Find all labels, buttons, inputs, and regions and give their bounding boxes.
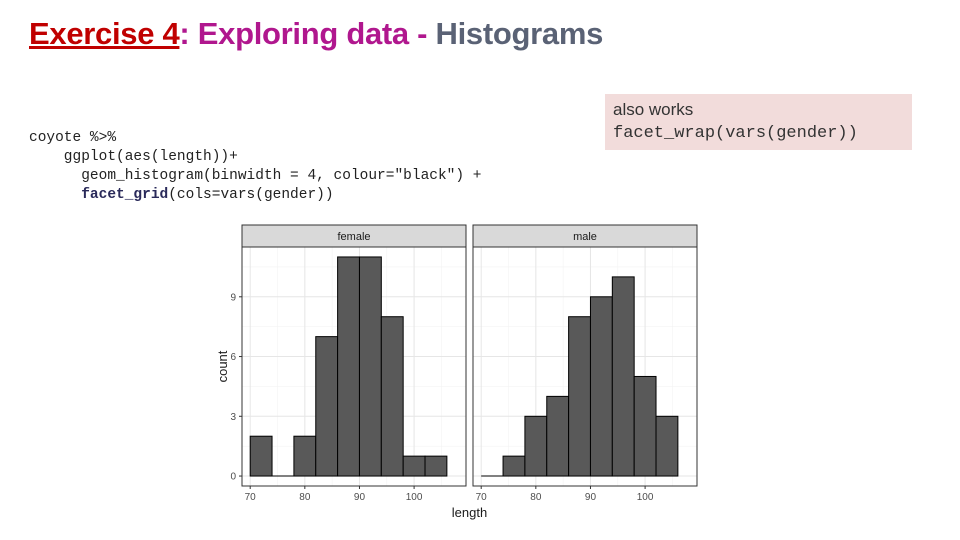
histogram-bar [249,435,273,477]
histogram-bar [611,276,635,477]
code-line-3: geom_histogram(binwidth = 4, colour="bla… [29,168,482,184]
histogram-bar [655,415,679,477]
histogram-bar [524,415,548,477]
code-line-1: coyote %>% [29,130,117,146]
title-separator: : [179,16,198,51]
facet-strip-label: male [573,231,597,243]
code-line-4-function: facet_grid [81,187,169,203]
histogram-bar [380,316,404,477]
y-tick-label: 6 [230,352,236,363]
title-exercise: Exercise 4 [29,16,180,51]
histogram-bar [293,435,317,477]
y-tick-label: 3 [230,412,236,423]
title-topic: Exploring data - [197,16,436,51]
facet-strip [241,224,467,248]
x-tick-label: 100 [637,492,654,503]
x-tick-label: 80 [530,492,542,503]
facet-strip-label: female [337,231,370,243]
code-line-4-args: (cols=vars(gender)) [168,187,334,203]
histogram-bar [502,455,526,477]
r-code-block: coyote %>% ggplot(aes(length))+ geom_his… [29,129,481,205]
histogram-bar [568,316,591,477]
y-tick-label: 0 [230,472,236,483]
title-subtopic: Histograms [435,16,604,51]
x-tick-label: 70 [476,492,488,503]
histogram-bar [337,256,360,477]
x-tick-label: 80 [299,492,311,503]
y-tick-label: 9 [230,292,236,303]
histogram-bar [589,296,613,477]
x-axis-title: length [452,505,487,520]
histogram-bar [358,256,382,477]
histogram-bar [402,455,426,477]
code-line-2: ggplot(aes(length))+ [29,149,238,165]
slide-title: Exercise 4: Exploring data - Histograms [29,16,603,52]
histogram-bar [315,336,339,477]
note-code: facet_wrap(vars(gender)) [613,124,858,143]
x-tick-label: 90 [585,492,597,503]
y-axis-title: count [215,350,230,382]
histogram-bar [546,395,570,477]
x-tick-label: 70 [245,492,257,503]
histogram-bar [633,375,657,477]
x-tick-label: 100 [406,492,423,503]
histogram-bar [424,455,448,477]
note-text: also works [613,100,694,119]
alternative-note-box: also works facet_wrap(vars(gender)) [605,94,912,150]
facet-strip [472,224,698,248]
x-tick-label: 90 [354,492,366,503]
